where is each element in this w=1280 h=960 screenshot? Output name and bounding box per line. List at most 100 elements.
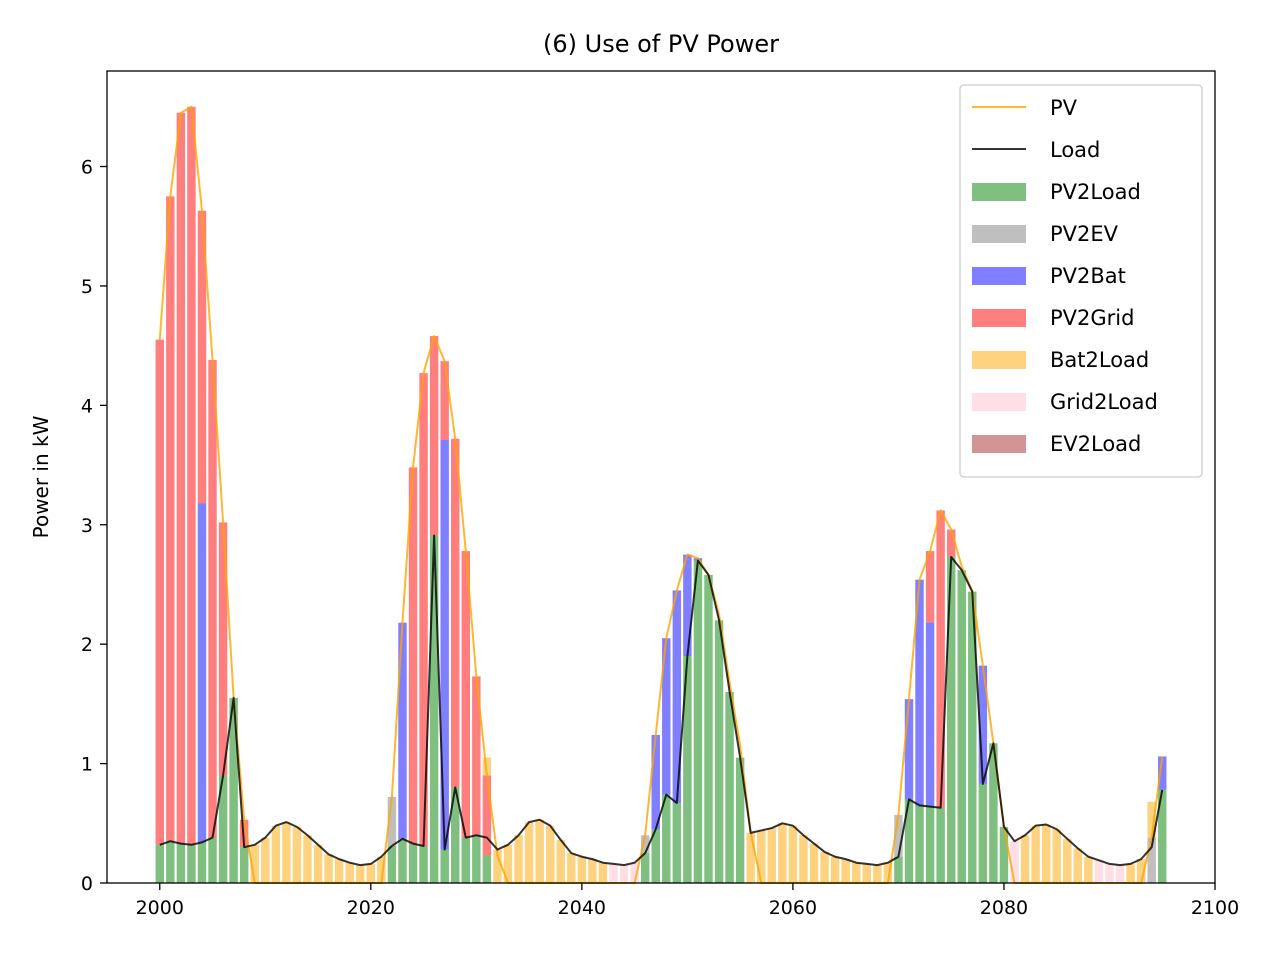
legend-swatch xyxy=(972,351,1026,369)
bar-pv2grid xyxy=(408,467,418,844)
bar-bat2load xyxy=(377,856,386,883)
bar-pv2grid xyxy=(440,361,449,440)
bar-pv2load xyxy=(936,807,945,883)
plot-frame xyxy=(106,70,1216,884)
bar-bat2load xyxy=(1020,835,1030,883)
bar-pv2grid xyxy=(472,676,481,836)
legend-label: Grid2Load xyxy=(1050,390,1158,414)
bar-pv2grid xyxy=(451,438,460,788)
legend-item-pv2load: PV2Load xyxy=(972,180,1141,204)
bar-bat2load xyxy=(1073,848,1083,883)
x-axis: 2000 2020 2040 2060 2080 2100 xyxy=(136,883,1239,919)
bar-bat2load xyxy=(757,830,766,883)
bar-bat2load xyxy=(556,840,565,883)
legend-item-ev2load: EV2Load xyxy=(972,432,1141,456)
series-pv2grid xyxy=(155,106,956,856)
legend-item-bat2load: Bat2Load xyxy=(972,348,1149,372)
bar-pv2load xyxy=(229,697,238,883)
bar-pv2bat xyxy=(904,699,914,800)
bar-pv2bat xyxy=(197,503,207,843)
bar-pv2load xyxy=(946,557,956,883)
bar-pv2load xyxy=(725,691,734,883)
bar-bat2load xyxy=(545,825,555,883)
bar-pv2load xyxy=(999,826,1009,883)
series-pv2load xyxy=(155,535,1167,883)
bar-bat2load xyxy=(799,835,808,883)
legend-label: PV2EV xyxy=(1050,222,1119,246)
bar-pv2load xyxy=(429,535,439,883)
bar-bat2load xyxy=(588,859,597,883)
legend-label: PV2Bat xyxy=(1050,264,1126,288)
bars-layer xyxy=(155,106,1167,883)
bar-pv2load xyxy=(662,794,671,883)
bar-bat2load xyxy=(830,856,840,883)
y-tick-label: 6 xyxy=(81,157,93,179)
bar-pv2bat xyxy=(915,579,924,806)
series-pv2ev xyxy=(387,797,1156,883)
y-tick-label: 3 xyxy=(81,515,93,537)
legend-label: Bat2Load xyxy=(1050,348,1149,372)
bar-pv2load xyxy=(640,853,650,883)
bar-grid2load xyxy=(1115,865,1125,883)
bar-pv2load xyxy=(894,856,903,883)
bar-pv2load xyxy=(408,843,418,883)
bar-pv2grid xyxy=(208,359,217,838)
bar-pv2bat xyxy=(440,439,449,850)
bar-pv2grid xyxy=(419,373,428,846)
bar-pv2ev xyxy=(387,797,397,846)
bar-bat2load xyxy=(334,859,344,883)
y-axis: 0 1 2 3 4 5 6 xyxy=(81,157,107,895)
bar-pv2load xyxy=(155,844,164,883)
bar-pv2load xyxy=(925,806,935,883)
legend-swatch xyxy=(972,267,1026,285)
bar-pv2load xyxy=(419,845,428,883)
bar-pv2load xyxy=(451,787,460,883)
bar-bat2load xyxy=(271,825,281,883)
bar-pv2load xyxy=(398,838,407,883)
legend-label: Load xyxy=(1050,138,1100,162)
bar-bat2load xyxy=(809,843,819,883)
series-pv2bat xyxy=(197,439,1167,850)
bar-bat2load xyxy=(841,859,850,883)
bar-pv2load xyxy=(1158,789,1167,883)
legend-item-pv: PV xyxy=(972,96,1078,120)
line-load xyxy=(159,534,1164,867)
bar-pv2load xyxy=(672,802,682,883)
bar-pv2grid xyxy=(946,529,956,557)
legend-label: PV2Load xyxy=(1050,180,1141,204)
legend-item-load: Load xyxy=(972,138,1100,162)
bar-pv2load xyxy=(166,841,175,883)
bar-bat2load xyxy=(1147,801,1156,838)
bar-pv2ev xyxy=(1147,837,1156,883)
x-tick-label: 2080 xyxy=(980,897,1028,919)
bar-pv2grid xyxy=(166,196,175,842)
x-tick-label: 2020 xyxy=(347,897,395,919)
bar-pv2load xyxy=(461,837,470,883)
x-tick-label: 2060 xyxy=(769,897,817,919)
bar-pv2load xyxy=(387,845,397,883)
legend-item-pv2grid: PV2Grid xyxy=(972,306,1134,330)
bar-bat2load xyxy=(577,856,587,883)
bar-pv2load xyxy=(208,837,217,883)
bar-bat2load xyxy=(356,865,365,883)
bar-pv2load xyxy=(197,842,207,883)
bar-bat2load xyxy=(366,863,376,883)
bar-pv2load xyxy=(482,855,492,883)
bar-pv2load xyxy=(239,847,249,883)
bar-bat2load xyxy=(1084,856,1093,883)
bar-pv2ev xyxy=(640,835,650,854)
bar-pv2load xyxy=(978,783,988,883)
bar-bat2load xyxy=(1126,863,1135,883)
bar-grid2load xyxy=(1010,841,1019,883)
bar-bat2load xyxy=(503,844,513,883)
bar-pv2bat xyxy=(683,554,692,657)
bar-pv2load xyxy=(904,799,914,883)
bar-bat2load xyxy=(514,835,523,883)
bar-pv2grid xyxy=(925,551,935,623)
bar-bat2load xyxy=(883,862,893,883)
y-tick-label: 4 xyxy=(81,395,93,417)
x-tick-label: 2040 xyxy=(558,897,606,919)
bar-pv2load xyxy=(651,829,660,883)
bar-bat2load xyxy=(1041,824,1051,883)
bar-bat2load xyxy=(1063,838,1072,883)
